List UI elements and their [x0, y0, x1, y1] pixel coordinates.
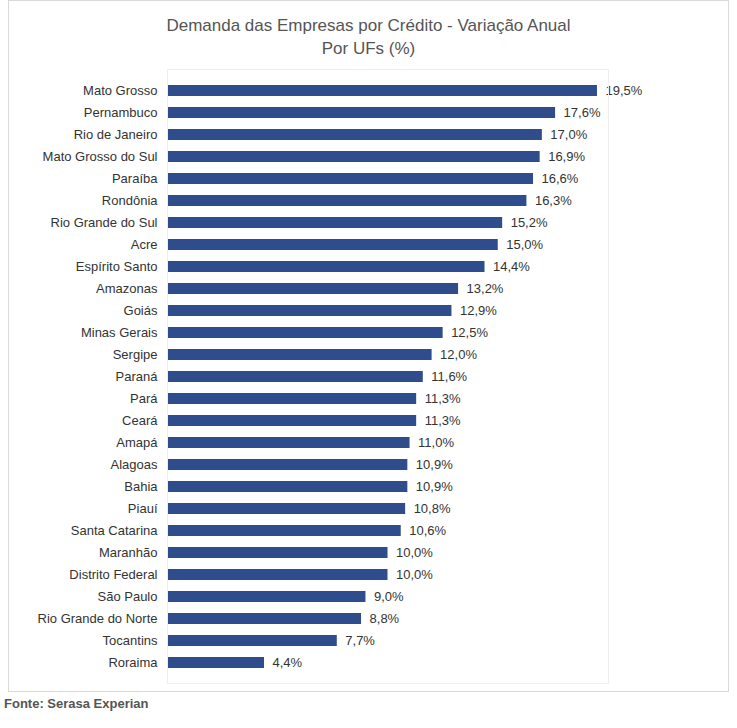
svg-text:Rio Grande do Sul: Rio Grande do Sul — [51, 215, 158, 230]
svg-text:11,3%: 11,3% — [425, 391, 461, 406]
svg-text:Acre: Acre — [131, 237, 158, 252]
svg-text:Piauí: Piauí — [128, 501, 158, 516]
svg-text:11,3%: 11,3% — [425, 413, 461, 428]
svg-text:19,5%: 19,5% — [605, 83, 642, 98]
svg-text:10,9%: 10,9% — [416, 457, 453, 472]
svg-text:Paraná: Paraná — [116, 369, 159, 384]
svg-text:15,2%: 15,2% — [511, 215, 548, 230]
svg-text:São Paulo: São Paulo — [98, 589, 158, 604]
svg-text:4,4%: 4,4% — [273, 655, 303, 670]
svg-text:Alagoas: Alagoas — [111, 457, 158, 472]
svg-text:Pará: Pará — [130, 391, 158, 406]
html-text:Demanda das Empresas por Crédi: Demanda das Empresas por Crédito - Varia… — [166, 16, 571, 35]
svg-text:12,5%: 12,5% — [451, 325, 488, 340]
svg-text:Rio de Janeiro: Rio de Janeiro — [74, 127, 158, 142]
svg-text:Pernambuco: Pernambuco — [84, 105, 158, 120]
svg-text:10,0%: 10,0% — [396, 545, 433, 560]
svg-text:Roraima: Roraima — [108, 655, 158, 670]
svg-text:17,6%: 17,6% — [564, 105, 601, 120]
svg-text:Mato Grosso: Mato Grosso — [83, 83, 157, 98]
svg-text:Minas Gerais: Minas Gerais — [81, 325, 158, 340]
svg-text:13,2%: 13,2% — [467, 281, 504, 296]
svg-text:Paraíba: Paraíba — [112, 171, 158, 186]
html-text:Fonte: Serasa Experian: Fonte: Serasa Experian — [4, 696, 149, 711]
svg-text:16,3%: 16,3% — [535, 193, 572, 208]
svg-text:Sergipe: Sergipe — [113, 347, 158, 362]
svg-text:7,7%: 7,7% — [345, 633, 375, 648]
svg-text:15,0%: 15,0% — [506, 237, 543, 252]
svg-text:10,8%: 10,8% — [414, 501, 451, 516]
svg-text:10,0%: 10,0% — [396, 567, 433, 582]
html-text:Por UFs (%): Por UFs (%) — [321, 39, 416, 58]
svg-text:Amapá: Amapá — [116, 435, 158, 450]
svg-text:11,0%: 11,0% — [418, 435, 454, 450]
svg-text:14,4%: 14,4% — [493, 259, 530, 274]
svg-text:Espírito Santo: Espírito Santo — [76, 259, 158, 274]
svg-text:9,0%: 9,0% — [374, 589, 404, 604]
svg-text:8,8%: 8,8% — [370, 611, 400, 626]
svg-text:Mato Grosso do Sul: Mato Grosso do Sul — [43, 149, 158, 164]
svg-text:Distrito Federal: Distrito Federal — [69, 567, 157, 582]
svg-text:10,9%: 10,9% — [416, 479, 453, 494]
svg-text:Ceará: Ceará — [122, 413, 158, 428]
svg-text:Rondônia: Rondônia — [102, 193, 158, 208]
svg-text:Santa Catarina: Santa Catarina — [71, 523, 158, 538]
svg-text:10,6%: 10,6% — [409, 523, 446, 538]
svg-text:12,0%: 12,0% — [440, 347, 477, 362]
svg-text:Goiás: Goiás — [124, 303, 158, 318]
svg-text:17,0%: 17,0% — [550, 127, 587, 142]
svg-text:16,9%: 16,9% — [548, 149, 585, 164]
svg-text:Rio Grande do Norte: Rio Grande do Norte — [38, 611, 158, 626]
svg-text:Amazonas: Amazonas — [96, 281, 158, 296]
svg-text:11,6%: 11,6% — [431, 369, 467, 384]
svg-text:16,6%: 16,6% — [542, 171, 579, 186]
svg-text:Bahia: Bahia — [124, 479, 158, 494]
svg-text:Tocantins: Tocantins — [103, 633, 158, 648]
svg-text:Maranhão: Maranhão — [99, 545, 158, 560]
svg-text:12,9%: 12,9% — [460, 303, 497, 318]
